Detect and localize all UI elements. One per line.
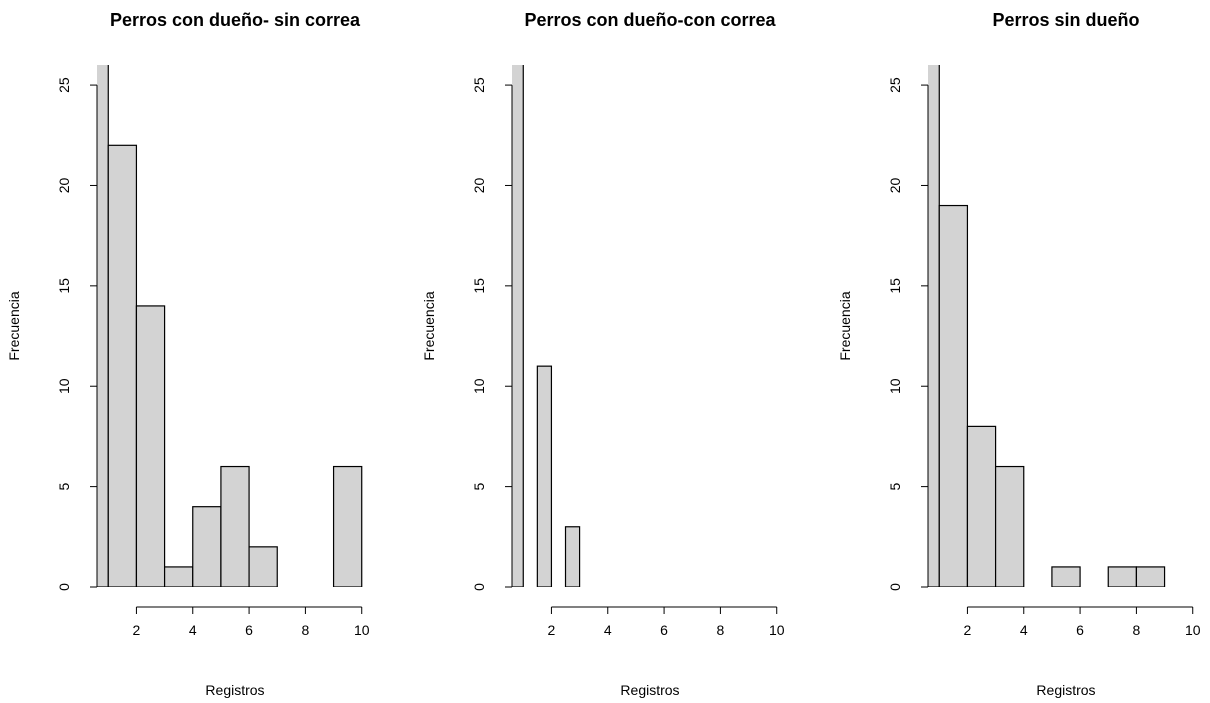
- bar: [966, 425, 997, 587]
- bar: [163, 566, 194, 587]
- y-tick-label: 25: [56, 77, 72, 93]
- y-tick-label: 10: [887, 378, 903, 394]
- y-tick-label: 20: [471, 177, 487, 193]
- panel: Perros con dueño- sin correa Registros Fre…: [6, 10, 370, 698]
- x-tick-label: 10: [354, 622, 370, 638]
- x-tick-label: 2: [133, 622, 141, 638]
- x-axis-label: Registros: [1036, 682, 1095, 698]
- x-tick-label: 6: [245, 622, 253, 638]
- y-tick-label: 0: [56, 583, 72, 591]
- x-tick-label: 10: [769, 622, 785, 638]
- y-tick-label: 10: [56, 378, 72, 394]
- panel: Perros sin dueño Registros Frecuencia 0 5 10 1…: [837, 10, 1201, 698]
- y-tick-label: 15: [471, 278, 487, 294]
- y-axis-label: Frecuencia: [6, 291, 22, 360]
- bar: [994, 465, 1025, 587]
- y-tick-label: 5: [56, 483, 72, 491]
- y-tick-label: 20: [56, 177, 72, 193]
- bar: [135, 305, 166, 587]
- bars: [97, 65, 363, 587]
- y-tick-label: 15: [887, 278, 903, 294]
- x-tick-label: 6: [1076, 622, 1084, 638]
- x-axis-label: Registros: [205, 682, 264, 698]
- chart-title: Perros con dueño- sin correa: [110, 10, 361, 30]
- x-tick-label: 6: [660, 622, 668, 638]
- y-tick-label: 20: [887, 177, 903, 193]
- x-tick-label: 4: [1020, 622, 1028, 638]
- bar: [220, 465, 250, 587]
- x-tick-label: 2: [964, 622, 972, 638]
- chart-title: Perros con dueño-con correa: [524, 10, 776, 30]
- bar: [332, 465, 363, 587]
- bar: [564, 526, 581, 587]
- panel: Perros con dueño-con correa Registros Frec…: [421, 10, 785, 698]
- y-tick-label: 5: [471, 483, 487, 491]
- y-tick-label: 0: [887, 583, 903, 591]
- bar: [928, 65, 940, 587]
- y-axis-label: Frecuencia: [421, 291, 437, 360]
- bar: [107, 144, 138, 587]
- bar: [1051, 566, 1081, 587]
- bar: [248, 546, 278, 587]
- bar: [536, 365, 553, 587]
- y-axis-label: Frecuencia: [837, 291, 853, 360]
- y-tick-label: 10: [471, 378, 487, 394]
- x-tick-label: 10: [1185, 622, 1201, 638]
- x-axis-label: Registros: [620, 682, 679, 698]
- bars: [928, 65, 1166, 587]
- bar: [192, 506, 222, 587]
- x-tick-label: 4: [189, 622, 197, 638]
- bar: [512, 65, 524, 587]
- x-tick-label: 2: [548, 622, 556, 638]
- y-tick-label: 25: [887, 77, 903, 93]
- bar: [97, 65, 109, 587]
- x-tick-label: 8: [302, 622, 310, 638]
- y-tick-label: 5: [887, 483, 903, 491]
- bar: [1135, 566, 1166, 587]
- y-tick-label: 25: [471, 77, 487, 93]
- x-tick-label: 4: [604, 622, 612, 638]
- x-tick-label: 8: [717, 622, 725, 638]
- chart-title: Perros sin dueño: [992, 10, 1139, 30]
- y-tick-label: 0: [471, 583, 487, 591]
- bars: [512, 65, 581, 587]
- bar: [938, 204, 969, 587]
- bar: [1107, 566, 1138, 587]
- y-tick-label: 15: [56, 278, 72, 294]
- x-tick-label: 8: [1133, 622, 1141, 638]
